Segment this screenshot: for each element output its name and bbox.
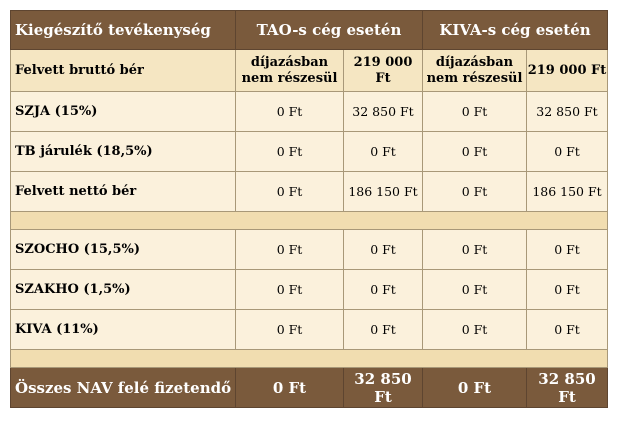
- cell-value: 32 850 Ft: [526, 91, 608, 132]
- cell-value: 0 Ft: [235, 171, 344, 212]
- subheader-tao-unpaid: díjazásban nem részesül: [235, 49, 344, 92]
- subheader-kiva-unpaid: díjazásban nem részesül: [422, 49, 527, 92]
- tax-comparison-table: Kiegészítő tevékenység TAO-s cég esetén …: [10, 10, 608, 408]
- row-label: TB járulék (18,5%): [10, 131, 236, 172]
- cell-value: 0 Ft: [422, 269, 527, 310]
- cell-value: 0 Ft: [235, 309, 344, 350]
- cell-value: 0 Ft: [422, 309, 527, 350]
- header-row: Kiegészítő tevékenység TAO-s cég esetén …: [10, 10, 608, 50]
- row-label: KIVA (11%): [10, 309, 236, 350]
- subheader-label: Felvett bruttó bér: [10, 49, 236, 92]
- cell-value: 0 Ft: [235, 91, 344, 132]
- cell-value: 32 850 Ft: [343, 91, 423, 132]
- table-row: SZOCHO (15,5%) 0 Ft 0 Ft 0 Ft 0 Ft: [10, 229, 608, 270]
- cell-value: 0 Ft: [526, 229, 608, 270]
- cell-value: 0 Ft: [422, 171, 527, 212]
- header-activity: Kiegészítő tevékenység: [10, 10, 236, 50]
- cell-value: 0 Ft: [343, 269, 423, 310]
- spacer-cell: [10, 349, 608, 368]
- row-label: Felvett nettó bér: [10, 171, 236, 212]
- spacer-row: [10, 211, 608, 230]
- cell-value: 0 Ft: [526, 269, 608, 310]
- total-label: Összes NAV felé fizetendő: [10, 367, 236, 408]
- cell-value: 0 Ft: [422, 91, 527, 132]
- table-row: KIVA (11%) 0 Ft 0 Ft 0 Ft 0 Ft: [10, 309, 608, 350]
- cell-value: 186 150 Ft: [343, 171, 423, 212]
- subheader-tao-gross: 219 000 Ft: [343, 49, 423, 92]
- cell-value: 0 Ft: [526, 309, 608, 350]
- cell-value: 0 Ft: [235, 229, 344, 270]
- subheader-kiva-gross: 219 000 Ft: [526, 49, 608, 92]
- cell-value: 0 Ft: [343, 309, 423, 350]
- cell-value: 0 Ft: [235, 269, 344, 310]
- total-value: 0 Ft: [235, 367, 344, 408]
- cell-value: 0 Ft: [343, 229, 423, 270]
- cell-value: 0 Ft: [526, 131, 608, 172]
- row-label: SZOCHO (15,5%): [10, 229, 236, 270]
- table-row: TB járulék (18,5%) 0 Ft 0 Ft 0 Ft 0 Ft: [10, 131, 608, 172]
- cell-value: 0 Ft: [343, 131, 423, 172]
- total-value: 0 Ft: [422, 367, 527, 408]
- total-row: Összes NAV felé fizetendő 0 Ft 32 850 Ft…: [10, 367, 608, 408]
- table-row: SZAKHO (1,5%) 0 Ft 0 Ft 0 Ft 0 Ft: [10, 269, 608, 310]
- cell-value: 0 Ft: [235, 131, 344, 172]
- cell-value: 186 150 Ft: [526, 171, 608, 212]
- spacer-cell: [10, 211, 608, 230]
- header-kiva: KIVA-s cég esetén: [422, 10, 608, 50]
- row-label: SZAKHO (1,5%): [10, 269, 236, 310]
- total-value: 32 850 Ft: [343, 367, 423, 408]
- total-value: 32 850 Ft: [526, 367, 608, 408]
- cell-value: 0 Ft: [422, 131, 527, 172]
- table-row: SZJA (15%) 0 Ft 32 850 Ft 0 Ft 32 850 Ft: [10, 91, 608, 132]
- subheader-row: Felvett bruttó bér díjazásban nem részes…: [10, 49, 608, 92]
- header-tao: TAO-s cég esetén: [235, 10, 423, 50]
- row-label: SZJA (15%): [10, 91, 236, 132]
- table-row: Felvett nettó bér 0 Ft 186 150 Ft 0 Ft 1…: [10, 171, 608, 212]
- spacer-row: [10, 349, 608, 368]
- cell-value: 0 Ft: [422, 229, 527, 270]
